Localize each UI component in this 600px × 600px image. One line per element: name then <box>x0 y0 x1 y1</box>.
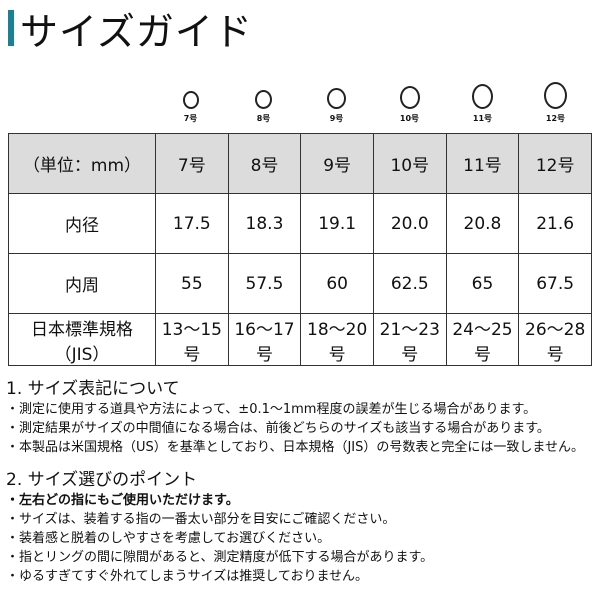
header-cell: 9号 <box>300 133 374 194</box>
cell: 20.0 <box>372 193 447 254</box>
header-cell: 8号 <box>227 133 302 194</box>
row-label: 内周 <box>8 253 156 314</box>
cell: 18〜20号 <box>300 313 374 366</box>
note-item-bold: ・左右どの指にもご使用いただけます。 <box>6 493 239 508</box>
ring-icon <box>255 90 272 109</box>
ring-icon <box>472 84 493 109</box>
cell: 17.5 <box>155 193 229 254</box>
header-cell: 11号 <box>445 133 520 194</box>
cell: 13〜15号 <box>155 313 229 366</box>
cell: 55 <box>155 253 229 314</box>
cell: 24〜25号 <box>445 313 520 366</box>
note-item: ・測定結果がサイズの中間値になる場合は、前後どちらのサイズも該当する場合がありま… <box>6 421 550 436</box>
header-cell: 7号 <box>155 133 229 194</box>
cell: 21.6 <box>518 193 592 254</box>
section-heading: 1. サイズ表記について <box>6 379 180 399</box>
row-label: 内径 <box>8 193 156 254</box>
table-header-row: （単位：mm） 7号 8号 9号 10号 11号 12号 <box>8 133 592 194</box>
table-row: 日本標準規格（JIS） 13〜15号 16〜17号 18〜20号 21〜23号 … <box>8 313 592 366</box>
note-item: ・装着感と脱着のしやすさを考慮してお選びください。 <box>6 531 331 546</box>
ring-icon <box>327 88 346 109</box>
cell: 62.5 <box>372 253 447 314</box>
ring-illustrations: 7号 8号 9号 10号 11号 12号 <box>154 76 592 124</box>
size-table: （単位：mm） 7号 8号 9号 10号 11号 12号 内径 17.5 18.… <box>8 133 592 366</box>
note-item: ・測定に使用する道具や方法によって、±0.1〜1mm程度の誤差が生じる場合があり… <box>6 402 537 417</box>
title-accent-bar <box>8 10 14 46</box>
ring-label: 11号 <box>472 114 493 123</box>
cell: 18.3 <box>227 193 302 254</box>
table-row: 内周 55 57.5 60 62.5 65 67.5 <box>8 253 592 314</box>
cell: 65 <box>445 253 520 314</box>
ring-label: 8号 <box>256 114 271 123</box>
ring-11: 11号 <box>446 76 519 124</box>
ring-10: 10号 <box>373 76 446 124</box>
row-label: 日本標準規格（JIS） <box>8 313 156 366</box>
note-item: ・指とリングの間に隙間があると、測定精度が低下する場合があります。 <box>6 550 434 565</box>
cell: 16〜17号 <box>227 313 302 366</box>
cell: 57.5 <box>227 253 302 314</box>
ring-9: 9号 <box>300 76 373 124</box>
cell: 19.1 <box>300 193 374 254</box>
notes: 1. サイズ表記について ・測定に使用する道具や方法によって、±0.1〜1mm程… <box>6 378 584 586</box>
header-cell: （単位：mm） <box>8 133 156 194</box>
cell: 67.5 <box>518 253 592 314</box>
ring-icon <box>399 86 420 109</box>
ring-icon <box>544 82 567 109</box>
ring-label: 12号 <box>545 114 566 123</box>
cell: 60 <box>300 253 374 314</box>
ring-label: 7号 <box>183 114 198 123</box>
ring-12: 12号 <box>519 76 592 124</box>
cell: 21〜23号 <box>372 313 447 366</box>
note-item: ・本製品は米国規格（US）を基準としており、日本規格（JIS）の号数表と完全には… <box>6 440 584 455</box>
header-cell: 10号 <box>372 133 447 194</box>
ring-7: 7号 <box>154 76 227 124</box>
ring-8: 8号 <box>227 76 300 124</box>
table-row: 内径 17.5 18.3 19.1 20.0 20.8 21.6 <box>8 193 592 254</box>
section-heading: 2. サイズ選びのポイント <box>6 470 198 490</box>
note-item: ・サイズは、装着する指の一番太い部分を目安にご確認ください。 <box>6 512 396 527</box>
ring-label: 9号 <box>329 114 344 123</box>
ring-icon <box>182 91 199 109</box>
cell: 26〜28号 <box>518 313 592 366</box>
title-text: サイズガイド <box>20 9 253 54</box>
ring-label: 10号 <box>399 114 420 123</box>
page-title: サイズガイド <box>8 6 253 54</box>
note-item: ・ゆるすぎてすぐ外れてしまうサイズは推奨しておりません。 <box>6 569 369 584</box>
cell: 20.8 <box>445 193 520 254</box>
header-cell: 12号 <box>518 133 592 194</box>
